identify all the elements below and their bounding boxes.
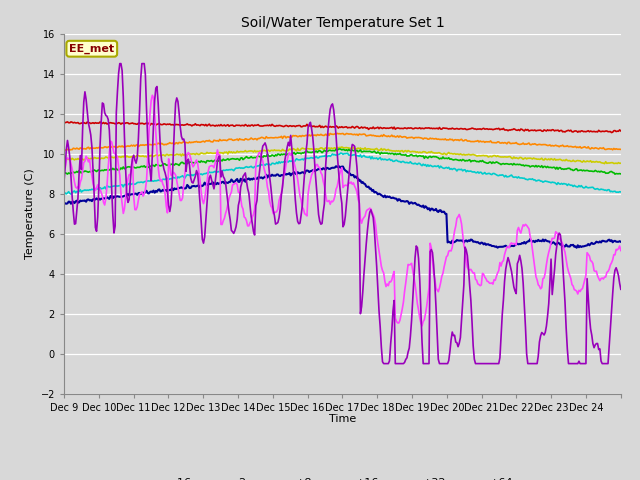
-16cm xyxy=(607,130,615,135)
+32cm xyxy=(399,299,407,305)
+2cm xyxy=(470,158,478,164)
+16cm xyxy=(332,163,340,169)
Line: -2cm: -2cm xyxy=(64,147,621,164)
-8cm xyxy=(568,144,576,150)
-2cm xyxy=(234,148,241,154)
+2cm xyxy=(335,146,343,152)
+2cm xyxy=(611,171,619,177)
+8cm xyxy=(373,155,381,161)
-2cm xyxy=(338,144,346,150)
Line: -16cm: -16cm xyxy=(64,122,621,132)
-8cm xyxy=(374,133,381,139)
Line: -8cm: -8cm xyxy=(64,133,621,150)
-8cm xyxy=(63,147,70,153)
-16cm xyxy=(67,119,75,125)
-16cm xyxy=(234,122,242,128)
-2cm xyxy=(399,149,407,155)
+64cm xyxy=(373,264,381,269)
+2cm xyxy=(617,171,625,177)
-8cm xyxy=(333,131,341,136)
+16cm xyxy=(60,201,68,207)
-8cm xyxy=(472,138,479,144)
Line: +16cm: +16cm xyxy=(64,166,621,248)
+16cm xyxy=(567,242,575,248)
+64cm xyxy=(380,361,387,367)
+2cm xyxy=(373,150,381,156)
+8cm xyxy=(60,192,68,198)
-2cm xyxy=(60,156,68,162)
Legend: -16cm, -8cm, -2cm, +2cm, +8cm, +16cm, +32cm, +64cm: -16cm, -8cm, -2cm, +2cm, +8cm, +16cm, +3… xyxy=(155,478,530,480)
+64cm xyxy=(234,203,242,208)
+16cm xyxy=(373,190,381,195)
+64cm xyxy=(568,361,576,367)
+2cm xyxy=(295,151,303,156)
+16cm xyxy=(470,239,478,244)
Line: +64cm: +64cm xyxy=(64,63,621,364)
-2cm xyxy=(601,161,609,167)
-8cm xyxy=(234,138,242,144)
-16cm xyxy=(470,126,478,132)
-2cm xyxy=(373,145,381,151)
X-axis label: Time: Time xyxy=(329,414,356,424)
+32cm xyxy=(296,193,304,199)
Text: EE_met: EE_met xyxy=(69,44,115,54)
-16cm xyxy=(567,127,575,133)
+64cm xyxy=(472,361,479,367)
+2cm xyxy=(234,156,241,161)
-8cm xyxy=(60,147,68,153)
+64cm xyxy=(617,287,625,292)
-2cm xyxy=(617,160,625,166)
-16cm xyxy=(617,128,625,134)
+16cm xyxy=(399,198,407,204)
+64cm xyxy=(296,220,304,226)
-8cm xyxy=(401,134,408,140)
+32cm xyxy=(373,232,381,238)
-16cm xyxy=(373,125,381,131)
+64cm xyxy=(116,60,124,66)
+2cm xyxy=(399,152,407,158)
-2cm xyxy=(470,152,478,158)
-8cm xyxy=(617,146,625,152)
Line: +8cm: +8cm xyxy=(64,153,621,195)
Line: +32cm: +32cm xyxy=(64,95,621,326)
+32cm xyxy=(60,170,68,176)
-16cm xyxy=(60,120,68,125)
+8cm xyxy=(470,169,478,175)
+16cm xyxy=(234,176,241,182)
+16cm xyxy=(295,170,303,176)
+8cm xyxy=(337,150,344,156)
+16cm xyxy=(573,245,580,251)
+64cm xyxy=(401,360,408,365)
+32cm xyxy=(472,276,479,282)
+2cm xyxy=(567,167,575,172)
-2cm xyxy=(567,158,575,164)
+8cm xyxy=(617,189,625,195)
-16cm xyxy=(296,123,304,129)
+32cm xyxy=(234,189,242,195)
+8cm xyxy=(295,157,303,163)
+32cm xyxy=(148,92,156,98)
+8cm xyxy=(399,158,407,164)
-16cm xyxy=(399,126,407,132)
+2cm xyxy=(60,170,68,176)
Line: +2cm: +2cm xyxy=(64,149,621,174)
-2cm xyxy=(295,147,303,153)
-8cm xyxy=(296,133,304,139)
+8cm xyxy=(234,165,241,171)
+8cm xyxy=(567,182,575,188)
Y-axis label: Temperature (C): Temperature (C) xyxy=(25,168,35,259)
+32cm xyxy=(418,323,426,329)
+16cm xyxy=(617,239,625,245)
+32cm xyxy=(568,282,576,288)
Title: Soil/Water Temperature Set 1: Soil/Water Temperature Set 1 xyxy=(241,16,444,30)
+64cm xyxy=(60,179,68,185)
+32cm xyxy=(617,248,625,253)
